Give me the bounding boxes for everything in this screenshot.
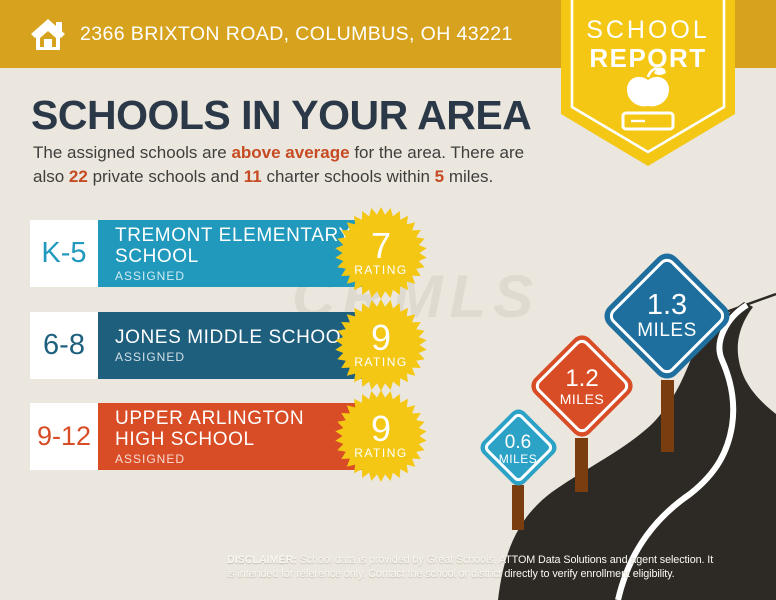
subtitle-highlight: 11 — [243, 167, 262, 186]
distance-value: 1.3 — [646, 289, 688, 321]
assigned-label: ASSIGNED — [115, 451, 186, 466]
subtitle-seg: charter schools within — [261, 167, 435, 186]
subtitle-highlight: above average — [231, 143, 350, 162]
grade-box: 6-8 — [30, 312, 98, 379]
school-row: 6-8 JONES MIDDLE SCHOOL ASSIGNED 9 RATIN… — [30, 299, 430, 391]
school-row: K-5 TREMONT ELEMENTARY SCHOOL ASSIGNED 7… — [30, 207, 430, 299]
subtitle-highlight: 22 — [68, 167, 88, 186]
school-bar: TREMONT ELEMENTARY SCHOOL ASSIGNED — [98, 220, 370, 287]
sign-post — [575, 438, 588, 492]
rating-value: 9 — [370, 408, 392, 449]
rating-text: 9 RATING — [335, 299, 427, 391]
rating-text: 7 RATING — [335, 207, 427, 299]
rating-label: RATING — [354, 446, 408, 460]
assigned-label: ASSIGNED — [115, 268, 186, 283]
grade-label: 9-12 — [36, 421, 92, 451]
school-report-badge — [561, 0, 735, 166]
assigned-label: ASSIGNED — [115, 350, 186, 364]
grade-box: 9-12 — [30, 403, 98, 470]
distance-value: 0.6 — [504, 431, 532, 453]
school-name: JONES MIDDLE SCHOOL — [115, 327, 353, 348]
starburst-icon — [335, 207, 427, 299]
rating-starburst: 9 RATING — [335, 299, 427, 391]
distance-sign-label: 1.2 MILES — [532, 355, 632, 417]
badge-text: SCHOOL REPORT — [561, 16, 735, 72]
disclaimer-line2: is intended for reference only. Contact … — [227, 568, 675, 580]
rating-label: RATING — [354, 355, 408, 369]
distance-unit: MILES — [637, 320, 697, 341]
distance-sign-label: 1.3 MILES — [617, 278, 717, 354]
school-name: UPPER ARLINGTON HIGH SCHOOL — [115, 407, 305, 450]
page-title: SCHOOLS IN YOUR AREA — [31, 92, 532, 138]
disclaimer-label: DISCLAIMER: — [227, 554, 297, 566]
subtitle-text: The assigned schools are above average f… — [33, 141, 555, 189]
school-row: 9-12 UPPER ARLINGTON HIGH SCHOOL ASSIGNE… — [30, 390, 430, 482]
rating-value: 7 — [370, 225, 392, 266]
rating-starburst: 9 RATING — [335, 390, 427, 482]
disclaimer-text: DISCLAIMER: School data is provided by G… — [227, 553, 772, 581]
distance-unit: MILES — [559, 390, 605, 407]
subtitle-seg: private schools and — [87, 167, 244, 186]
starburst-icon — [335, 390, 427, 482]
subtitle-highlight: 5 — [434, 167, 445, 186]
starburst-icon — [335, 299, 427, 391]
grade-label: 6-8 — [43, 329, 85, 361]
apple-book-icon — [621, 66, 675, 131]
rating-label: RATING — [354, 263, 408, 277]
sign-post — [512, 485, 524, 530]
home-icon — [31, 19, 65, 50]
school-name: TREMONT ELEMENTARY SCHOOL — [115, 224, 352, 267]
rating-starburst: 7 RATING — [335, 207, 427, 299]
school-bar: UPPER ARLINGTON HIGH SCHOOL ASSIGNED — [98, 403, 370, 470]
sign-post — [661, 380, 674, 452]
subtitle-seg: miles. — [444, 167, 494, 186]
rating-text: 9 RATING — [335, 390, 427, 482]
badge-line-school: SCHOOL — [586, 16, 710, 44]
disclaimer-line1: School data is provided by Great Schools… — [296, 554, 714, 566]
subtitle-seg: The assigned schools are — [33, 143, 232, 162]
distance-sign-label: 0.6 MILES — [468, 426, 568, 472]
distance-unit: MILES — [498, 451, 538, 466]
grade-box: K-5 — [30, 220, 98, 287]
grade-label: K-5 — [41, 237, 87, 269]
subtitle-seg: for the area. There are also — [33, 143, 525, 186]
distance-value: 1.2 — [565, 364, 599, 392]
address-text: 2366 BRIXTON ROAD, COLUMBUS, OH 43221 — [80, 22, 513, 45]
badge-line-report: REPORT — [589, 43, 707, 73]
school-bar: JONES MIDDLE SCHOOL ASSIGNED — [98, 312, 370, 379]
rating-value: 9 — [370, 317, 392, 358]
